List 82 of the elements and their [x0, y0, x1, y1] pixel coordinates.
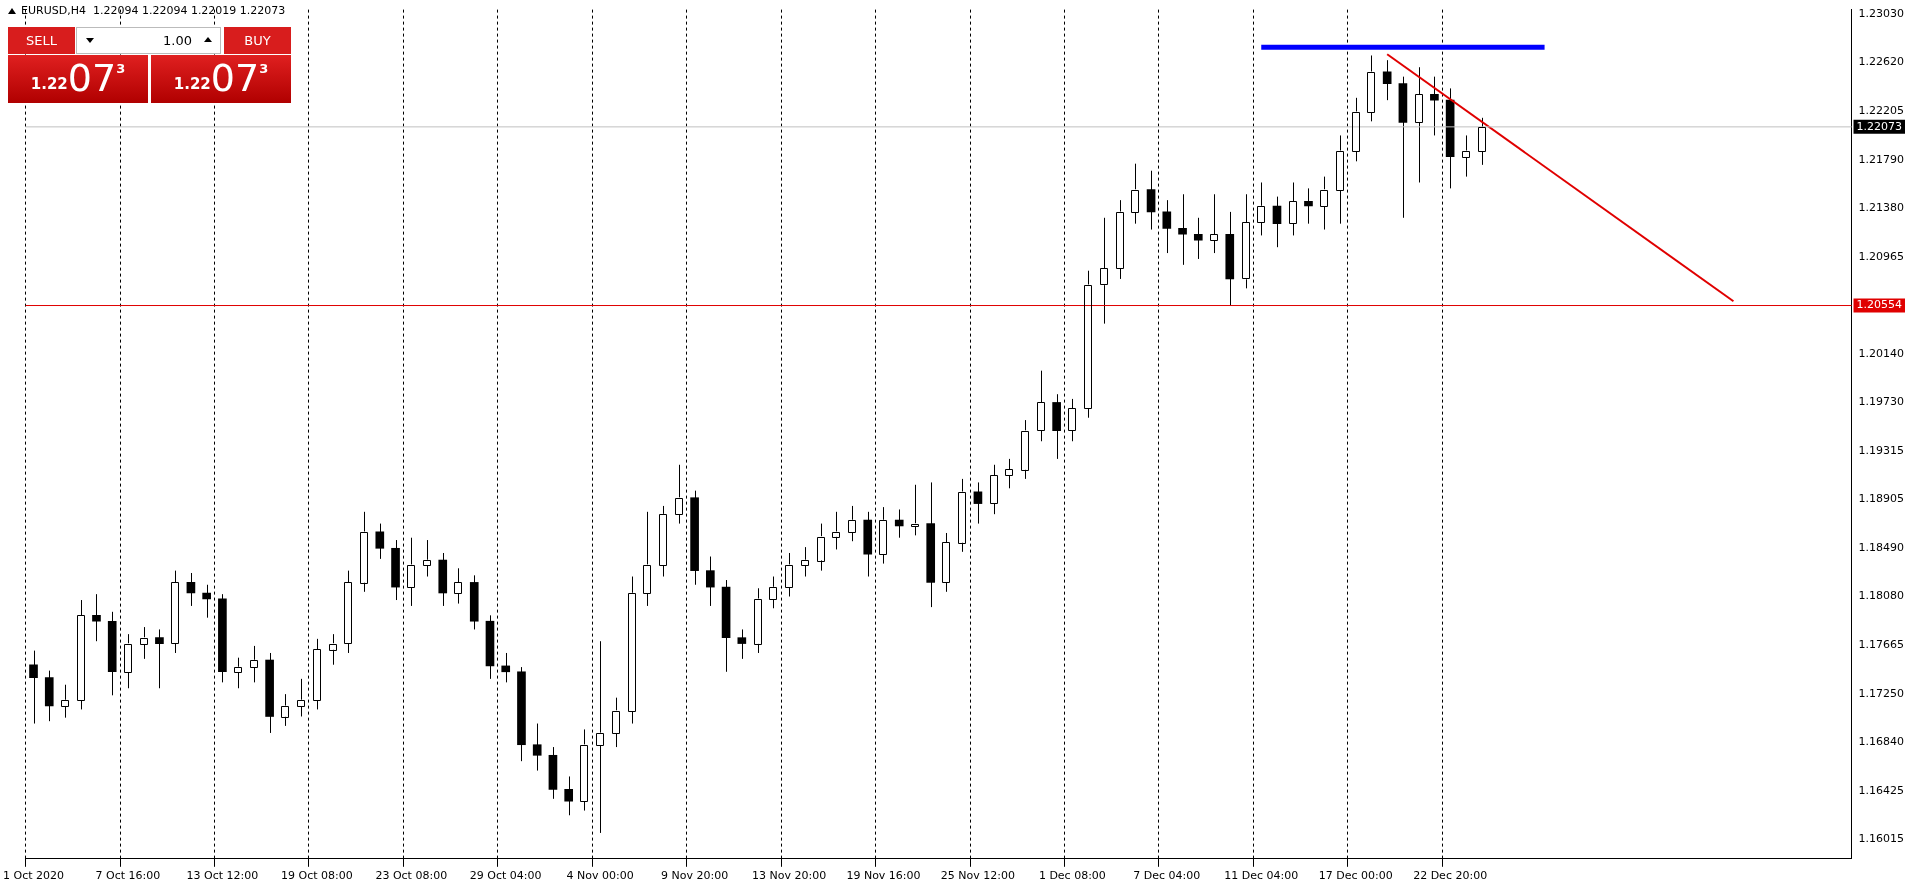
x-tick-label: 7 Dec 04:00 [1133, 869, 1201, 883]
candlestick [706, 556, 715, 607]
candlestick [674, 464, 684, 525]
candlestick [595, 640, 605, 834]
candlestick [768, 576, 778, 609]
y-tick-label: 1.16015 [1858, 832, 1905, 846]
y-tick-label: 1.17665 [1858, 638, 1905, 652]
y-tick-label: 1.20965 [1858, 250, 1905, 264]
candlestick [847, 505, 857, 542]
candlestick [611, 697, 621, 748]
candlestick [1068, 398, 1077, 442]
x-tick-label: 22 Dec 20:00 [1413, 869, 1488, 883]
candlestick [202, 584, 211, 619]
x-tick-label: 19 Nov 16:00 [846, 869, 921, 883]
y-tick-label: 1.17250 [1858, 686, 1905, 700]
y-tick-label: 1.18905 [1858, 492, 1905, 506]
x-tick-label: 29 Oct 04:00 [469, 869, 542, 883]
candlestick [1272, 196, 1282, 248]
candlestick [737, 628, 747, 660]
candlestick [1430, 76, 1439, 136]
x-tick-label: 4 Nov 00:00 [566, 869, 634, 883]
x-tick-label: 25 Nov 12:00 [940, 869, 1016, 883]
candlestick [406, 537, 416, 607]
quantity-field: 1.00 [76, 27, 221, 54]
y-tick-label: 1.20140 [1858, 347, 1905, 361]
candlestick [800, 546, 810, 578]
x-tick-label: 1 Dec 08:00 [1038, 869, 1106, 883]
trade-button: BUY [224, 27, 291, 54]
x-tick-label: 17 Dec 00:00 [1318, 869, 1393, 883]
y-tick-label: 1.22205 [1858, 104, 1905, 118]
ref-line-label: 1.20554 [1856, 298, 1903, 312]
candlestick [1131, 163, 1140, 225]
candlestick [60, 684, 70, 719]
candlestick [1099, 217, 1109, 325]
y-tick-label: 1.21790 [1858, 153, 1905, 167]
y-tick-label: 1.19315 [1858, 444, 1905, 458]
candlestick [186, 572, 196, 607]
candlestick [784, 552, 794, 598]
x-tick-label: 13 Nov 20:00 [751, 869, 827, 883]
x-tick-label: 1 Oct 2020 [3, 869, 65, 883]
candlestick [454, 567, 463, 605]
candlestick [1178, 193, 1187, 266]
chart-title: EURUSD,H4 1.22094 1.22094 1.22019 1.22073 [21, 4, 286, 17]
candlestick [1005, 458, 1014, 489]
candlestick [1162, 199, 1172, 254]
candlestick [1256, 182, 1266, 236]
x-tick-label: 7 Oct 16:00 [95, 869, 161, 883]
candlestick [29, 650, 38, 725]
y-tick-label: 1.16840 [1858, 735, 1905, 749]
candlestick [296, 678, 306, 717]
y-tick-label: 1.21380 [1858, 201, 1905, 215]
candlestick [233, 657, 243, 689]
candlestick [155, 628, 164, 689]
candlestick [894, 508, 904, 539]
candlestick [92, 593, 101, 642]
candlestick [564, 775, 574, 816]
y-tick-label: 1.16425 [1858, 784, 1905, 798]
candlestick [1319, 176, 1329, 231]
candlestick [910, 484, 920, 536]
trade-button: SELL [8, 27, 75, 54]
x-tick-label: 11 Dec 04:00 [1224, 869, 1299, 883]
y-tick-label: 1.23030 [1858, 7, 1905, 21]
y-tick-label: 1.19730 [1858, 395, 1905, 409]
candlestick [249, 645, 259, 683]
x-tick-label: 13 Oct 12:00 [186, 869, 259, 883]
x-tick-label: 23 Oct 08:00 [375, 869, 448, 883]
candlestick [1193, 217, 1203, 260]
x-tick-label: 9 Nov 20:00 [661, 869, 729, 883]
y-tick-label: 1.18080 [1858, 589, 1905, 603]
y-tick-label: 1.18490 [1858, 541, 1905, 555]
candlestick [1288, 182, 1298, 236]
candlestick [1146, 170, 1156, 231]
ref-line-label: 1.22073 [1856, 119, 1903, 133]
y-tick-label: 1.22620 [1858, 55, 1905, 69]
candlestick [1382, 59, 1392, 101]
candlestick [1209, 193, 1219, 254]
candlestick [501, 652, 511, 683]
candlestick [1304, 187, 1313, 225]
candlestick [375, 523, 385, 560]
candlestick [422, 539, 432, 578]
x-tick-label: 19 Oct 08:00 [280, 869, 353, 883]
candlestick [532, 723, 542, 772]
